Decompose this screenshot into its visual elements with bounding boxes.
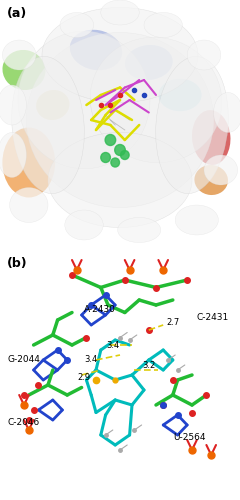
Ellipse shape: [60, 12, 94, 38]
Ellipse shape: [101, 0, 139, 25]
Circle shape: [105, 134, 116, 145]
Text: (b): (b): [7, 258, 28, 270]
Ellipse shape: [2, 128, 55, 198]
Ellipse shape: [214, 92, 240, 132]
Text: C-2046: C-2046: [7, 418, 39, 427]
Ellipse shape: [2, 50, 46, 90]
Ellipse shape: [125, 45, 173, 80]
Text: A-2430: A-2430: [84, 306, 116, 314]
Ellipse shape: [204, 155, 238, 185]
Ellipse shape: [192, 110, 230, 165]
Text: 2.9: 2.9: [78, 373, 90, 382]
Ellipse shape: [65, 210, 103, 240]
Ellipse shape: [26, 32, 214, 208]
Ellipse shape: [158, 78, 202, 112]
Ellipse shape: [48, 132, 192, 228]
Ellipse shape: [0, 85, 26, 125]
Ellipse shape: [0, 132, 26, 178]
Ellipse shape: [36, 90, 70, 120]
Ellipse shape: [2, 40, 36, 70]
Ellipse shape: [144, 12, 182, 38]
Ellipse shape: [187, 40, 221, 70]
Text: 3.4: 3.4: [106, 340, 120, 349]
Circle shape: [101, 152, 110, 162]
Text: G-2044: G-2044: [7, 356, 40, 364]
Ellipse shape: [10, 188, 48, 222]
Text: 2.7: 2.7: [166, 318, 180, 327]
Text: 3.2: 3.2: [142, 360, 156, 370]
Ellipse shape: [156, 56, 228, 194]
Text: U-2564: U-2564: [173, 433, 205, 442]
Circle shape: [111, 158, 120, 167]
Ellipse shape: [118, 218, 161, 242]
Ellipse shape: [175, 205, 218, 235]
Ellipse shape: [12, 56, 84, 194]
Ellipse shape: [70, 30, 122, 70]
Text: (a): (a): [7, 8, 27, 20]
Ellipse shape: [90, 38, 222, 162]
Text: 3.4: 3.4: [84, 356, 98, 364]
Ellipse shape: [194, 165, 228, 195]
Text: C-2431: C-2431: [197, 313, 229, 322]
Ellipse shape: [42, 8, 198, 102]
Circle shape: [115, 144, 125, 156]
Ellipse shape: [18, 31, 150, 169]
Circle shape: [120, 150, 129, 160]
